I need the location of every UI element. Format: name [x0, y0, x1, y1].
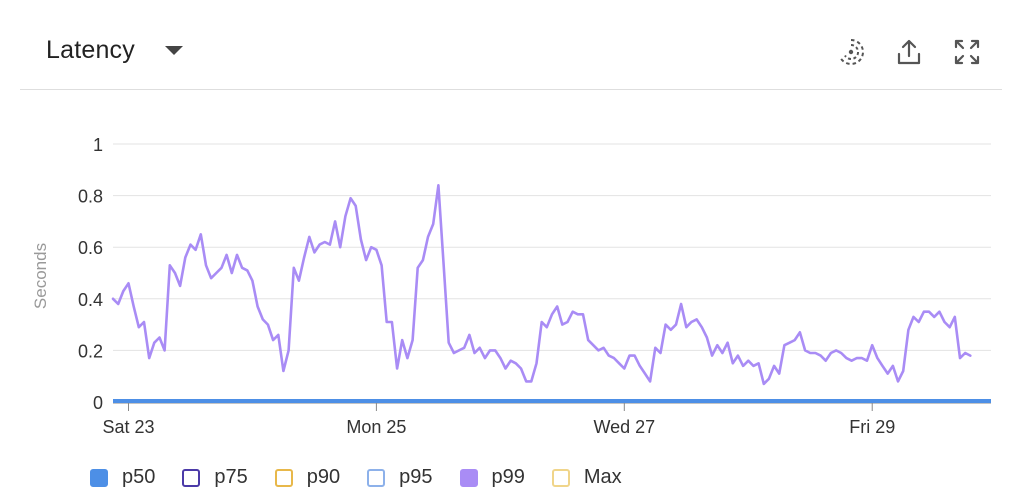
panel-title: Latency [46, 36, 135, 64]
legend-item-p90[interactable]: p90 [274, 466, 341, 489]
y-tick-label: 0 [93, 393, 103, 413]
y-tick-label: 1 [93, 135, 103, 155]
legend-item-max[interactable]: Max [551, 466, 622, 489]
toolbar [835, 36, 983, 68]
fullscreen-button[interactable] [951, 36, 983, 68]
x-tick-label: Mon 25 [346, 417, 406, 437]
legend-label: Max [583, 466, 622, 488]
y-tick-label: 0.4 [78, 290, 103, 310]
legend-item-p99[interactable]: p99 [459, 466, 525, 489]
title-dropdown[interactable]: Latency [46, 36, 183, 65]
y-tick-label: 0.2 [78, 341, 103, 361]
y-axis-label: Seconds [31, 243, 50, 309]
y-tick-label: 0.6 [78, 238, 103, 258]
legend-swatch [551, 468, 570, 487]
legend-label: p95 [399, 466, 433, 488]
grid [113, 143, 991, 351]
fullscreen-icon [954, 39, 980, 65]
stream-icon [839, 39, 864, 65]
x-tick-label: Sat 23 [102, 417, 154, 437]
legend-item-p50[interactable]: p50 [90, 466, 155, 489]
stream-button[interactable] [835, 36, 867, 68]
share-icon [897, 39, 921, 65]
legend-item-p95[interactable]: p95 [367, 466, 433, 489]
header-divider [20, 89, 1002, 90]
share-button[interactable] [893, 36, 925, 68]
plot-area [111, 184, 991, 403]
legend-label: p75 [214, 466, 248, 488]
caret-down-icon [164, 46, 183, 55]
y-axis: 0 0.2 0.4 0.6 0.8 1 [78, 135, 103, 413]
latency-chart: 00.20.40.60.81 Sat 23 Mon 25 Wed 27 Fri 29 … [31, 135, 991, 437]
y-tick-label: 0.8 [78, 187, 103, 207]
legend-swatch [367, 468, 386, 487]
x-tick-label: Fri 29 [849, 417, 895, 437]
legend-swatch [182, 468, 201, 487]
legend: p50 p75 p90 p95 p99 Max [90, 466, 649, 489]
legend-swatch [274, 468, 293, 487]
x-tick-label: Wed 27 [593, 417, 655, 437]
legend-label: p50 [122, 466, 156, 488]
series-line-p99 [111, 184, 972, 386]
legend-item-p75[interactable]: p75 [182, 466, 248, 489]
legend-swatch [459, 468, 478, 487]
legend-label: p99 [491, 466, 525, 488]
panel-header: Latency [0, 0, 1019, 90]
legend-swatch [90, 468, 108, 487]
legend-label: p90 [306, 466, 341, 488]
x-axis: Sat 23 Mon 25 Wed 27 Fri 29 [102, 402, 991, 437]
